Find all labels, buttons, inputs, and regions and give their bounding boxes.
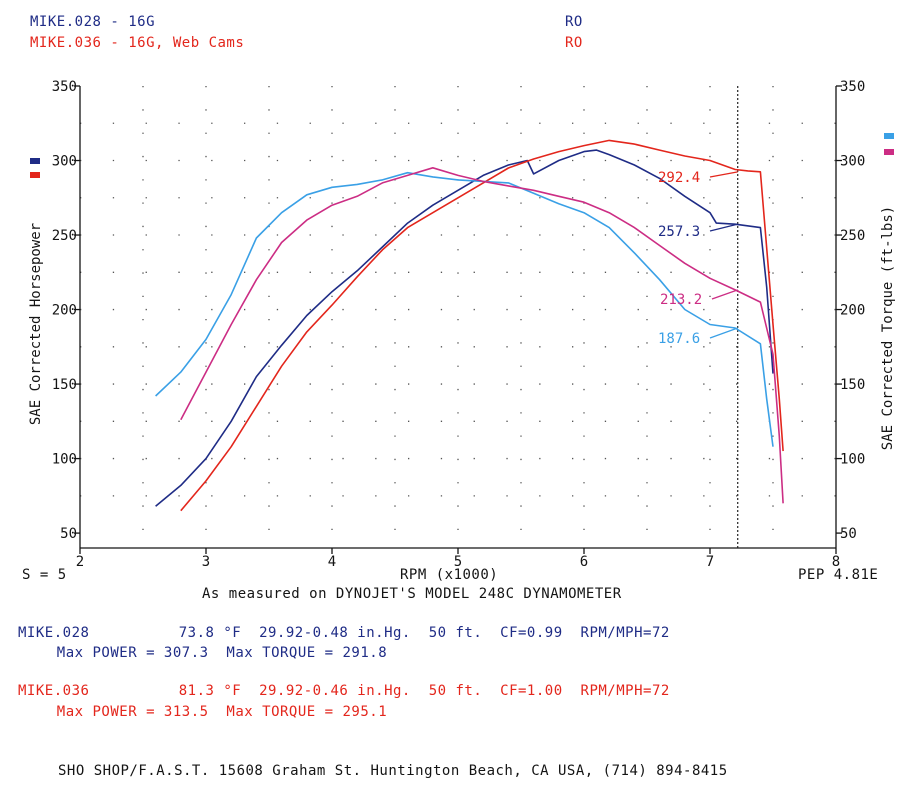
y-tick-label: 200 (52, 303, 77, 319)
annotation-leader (709, 223, 738, 232)
y2-tick-label: 250 (840, 228, 865, 244)
y2-tick-label: 200 (840, 303, 865, 319)
smoothing-label: S = 5 (22, 567, 67, 583)
annotation-leader (709, 171, 738, 178)
annotation-leader (709, 327, 738, 339)
run2-details: MIKE.036 81.3 °F 29.92-0.46 in.Hg. 50 ft… (18, 683, 670, 699)
pep-label: PEP 4.81E (798, 567, 879, 583)
run2-max: Max POWER = 313.5 Max TORQUE = 295.1 (30, 704, 388, 720)
annotation-label: 257.3 (658, 224, 700, 240)
x-tick-label: 4 (328, 554, 336, 570)
y2-tick-label: 100 (840, 452, 865, 468)
y-tick-label: 350 (52, 79, 77, 95)
x-tick-label: 5 (454, 554, 462, 570)
run1-max: Max POWER = 307.3 Max TORQUE = 291.8 (30, 645, 388, 661)
y-tick-label: 100 (52, 452, 77, 468)
x-axis-label: RPM (x1000) (400, 567, 499, 583)
y2-tick-label: 300 (840, 154, 865, 170)
annotation-leader (711, 289, 738, 300)
run1-details: MIKE.028 73.8 °F 29.92-0.48 in.Hg. 50 ft… (18, 625, 670, 641)
series-mike036-torque-line (180, 167, 784, 504)
series-mike028-power-line (155, 149, 774, 507)
annotations: 292.4 257.3 213.2 187.6 (658, 170, 738, 347)
right-marker-run2 (884, 149, 894, 155)
x-tick-label: 3 (202, 554, 210, 570)
x-tick-label: 6 (580, 554, 588, 570)
y2-tick-label: 150 (840, 377, 865, 393)
x-tick-label: 2 (76, 554, 84, 570)
shop-footer: SHO SHOP/F.A.S.T. 15608 Graham St. Hunti… (58, 763, 728, 779)
left-marker-run1 (30, 158, 40, 164)
legend-run2-code: RO (565, 35, 583, 51)
x-tick-label: 7 (706, 554, 714, 570)
legend-run1-name: MIKE.028 - 16G (30, 14, 156, 30)
annotation-label: 213.2 (660, 292, 702, 308)
grid (80, 86, 836, 548)
y2-tick-label: 50 (840, 526, 857, 542)
y2-tick-label: 350 (840, 79, 865, 95)
y-tick-label: 250 (52, 228, 77, 244)
annotation-label: 292.4 (658, 170, 700, 186)
series-lines (155, 139, 784, 512)
y2-axis-label: SAE Corrected Torque (ft-lbs) (880, 206, 896, 450)
y-tick-label: 50 (60, 526, 77, 542)
y-tick-label: 300 (52, 154, 77, 170)
legend-run1-code: RO (565, 14, 583, 30)
left-marker-run2 (30, 172, 40, 178)
x-tick-label: 8 (832, 554, 840, 570)
legend-run2-name: MIKE.036 - 16G, Web Cams (30, 35, 245, 51)
plot-frame (79, 86, 837, 549)
series-mike036-power-line (180, 139, 784, 512)
y-axis-label: SAE Corrected Horsepower (28, 223, 44, 425)
measured-caption: As measured on DYNOJET'S MODEL 248C DYNA… (202, 586, 622, 602)
series-mike028-torque-line (155, 171, 774, 447)
right-marker-run1 (884, 133, 894, 139)
annotation-label: 187.6 (658, 331, 700, 347)
y-tick-label: 150 (52, 377, 77, 393)
